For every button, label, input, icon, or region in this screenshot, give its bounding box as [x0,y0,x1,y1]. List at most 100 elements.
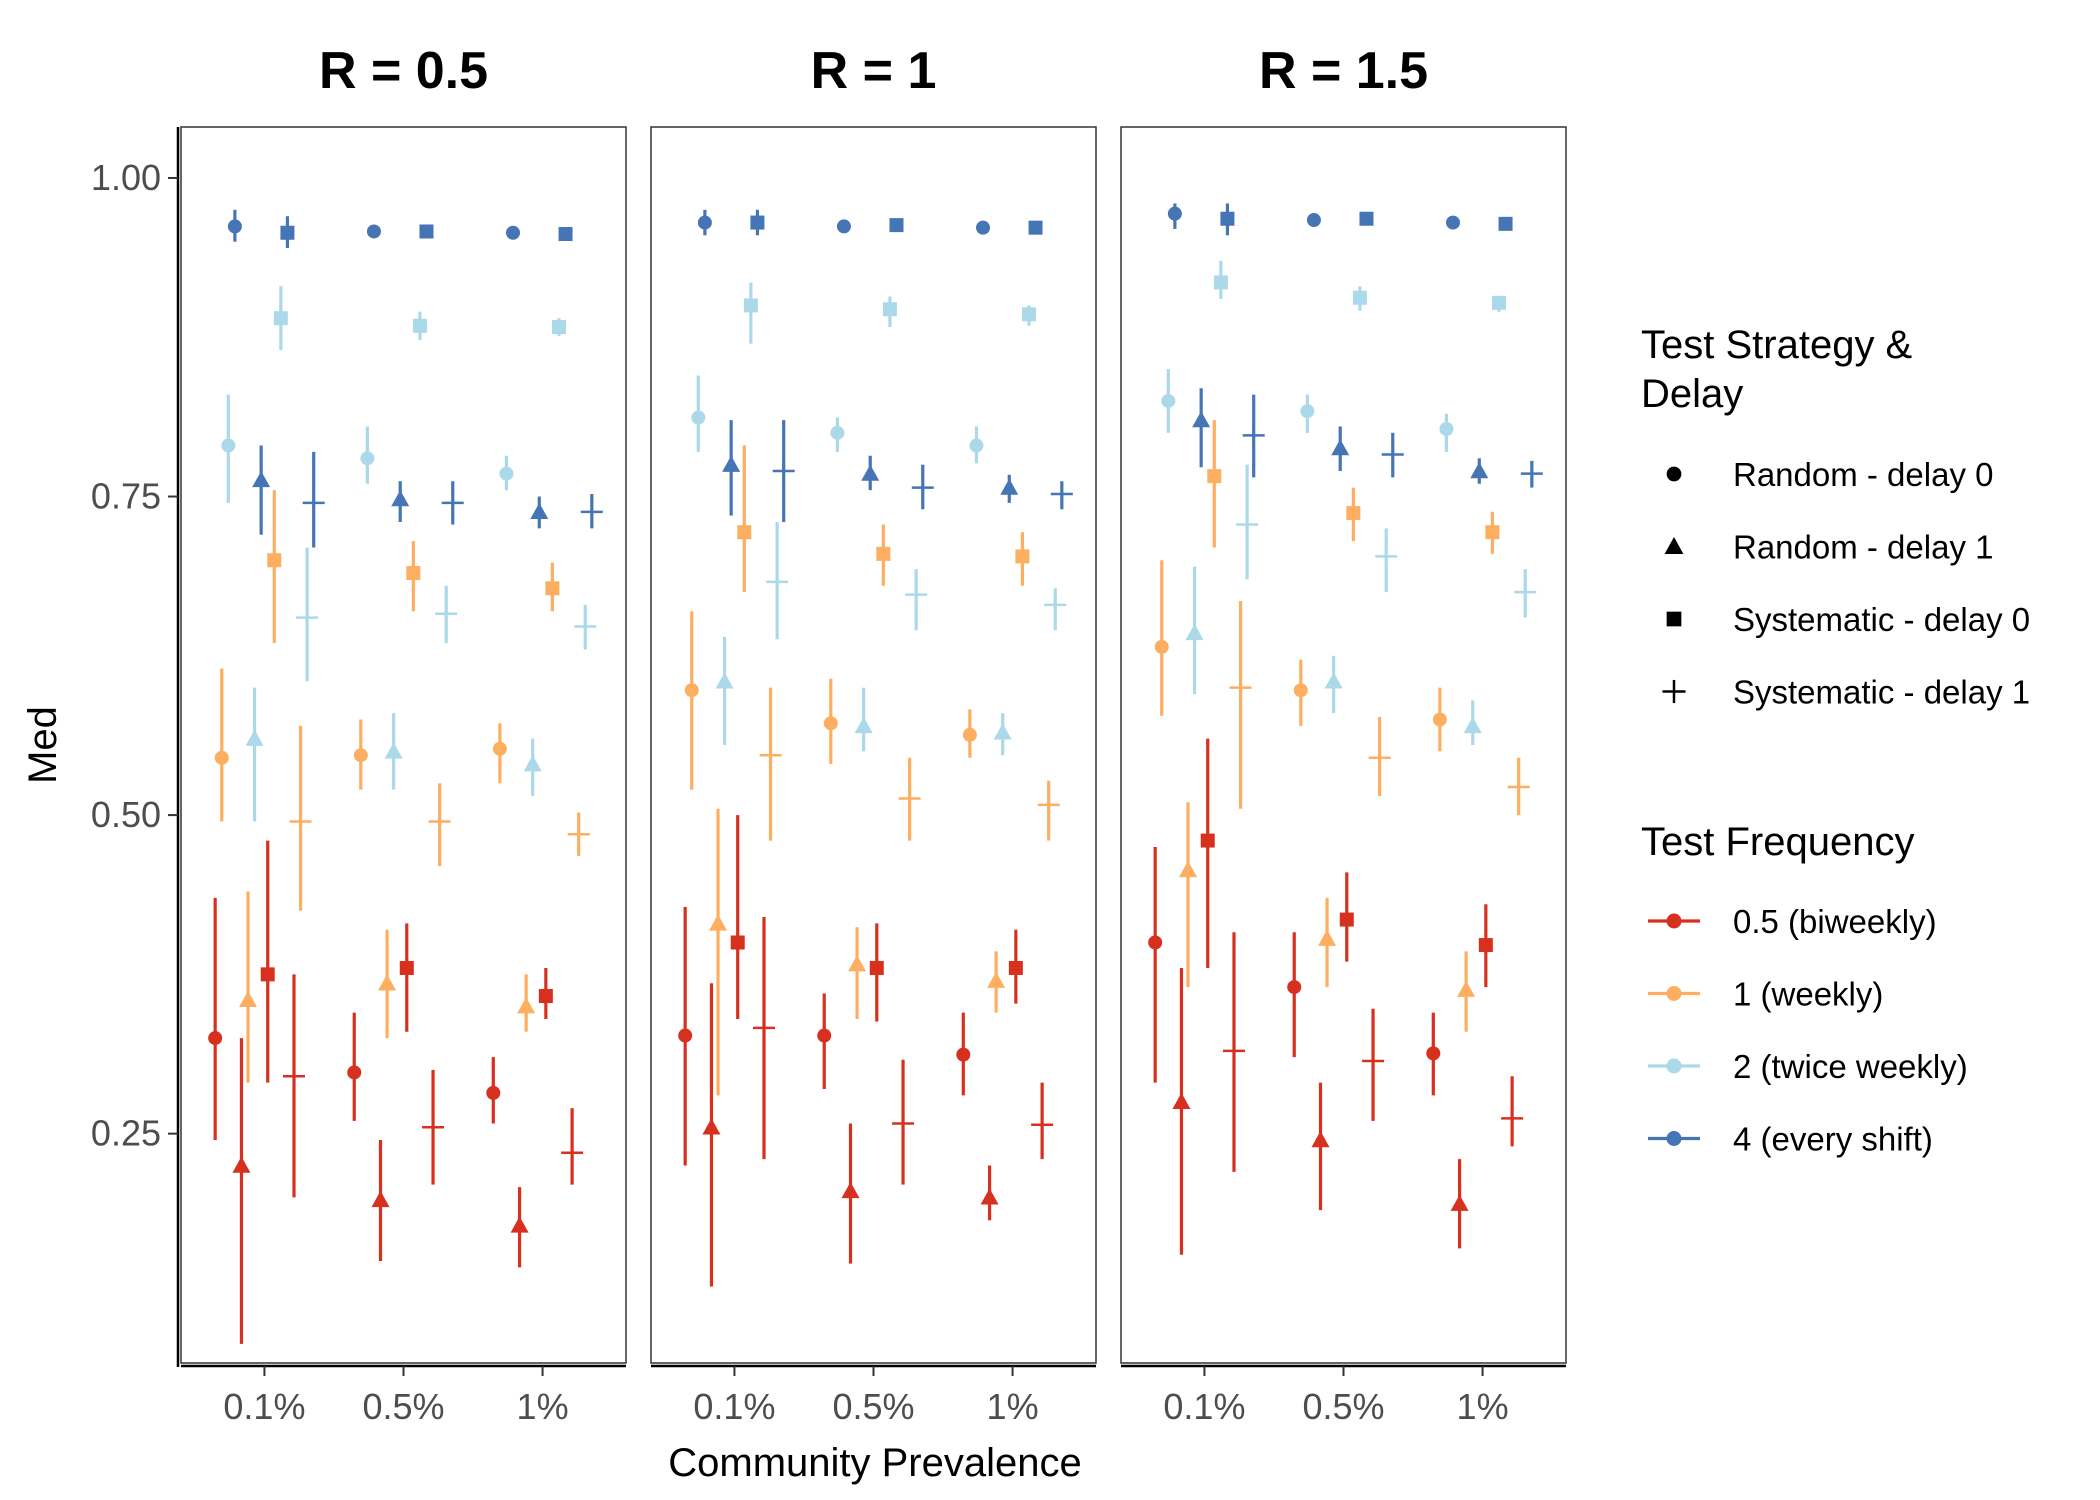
data-point [1008,960,1023,975]
facet-panel: R = 0.5 0.1% 0.5% 1% [180,42,627,1427]
category-group [678,209,795,1287]
panel-border [180,126,627,1364]
x-tick-label: 1% [1457,1386,1509,1427]
data-point [1432,712,1447,727]
data-point [378,974,397,991]
x-tick-label: 1% [987,1386,1039,1427]
data-point [412,318,427,333]
triangle-legend-key [1664,537,1684,555]
data-point [737,525,752,540]
facet-panel: R = 1.5 0.1% 0.5% 1% [1120,42,1567,1427]
panel-border [650,126,1097,1364]
data-point [722,455,741,472]
legend-test-frequency: Test Frequency 0.5 (biweekly) 1 (weekly) 2 … [1641,820,1968,1158]
data-point [1154,639,1169,654]
data-point [1463,716,1482,734]
legend-item-frequency: 4 (every shift) [1648,1121,1933,1158]
data-point [347,1065,362,1080]
data-point [1015,549,1030,564]
data-point [976,220,991,235]
data-point [1346,506,1361,521]
data-point [1485,525,1500,540]
data-point [1446,215,1461,230]
data-point [419,224,434,239]
data-point [208,1031,223,1046]
category-group [956,220,1073,1221]
data-point [399,960,414,975]
data-point [538,989,553,1004]
data-point [1028,220,1043,235]
data-point [882,302,897,317]
data-point [1000,478,1019,495]
data-point [1293,683,1308,698]
data-point [876,546,891,561]
data-point [558,227,573,242]
legend-title-line: Test Strategy & [1641,323,1913,367]
category-group [1426,215,1543,1249]
category-group [208,209,325,1344]
data-point [1213,275,1228,290]
data-point [245,729,264,746]
data-point [214,750,229,765]
data-point [506,225,521,240]
y-tick-label: 1.00 [91,157,161,198]
data-point [1311,1131,1330,1148]
legend-item-frequency: 0.5 (biweekly) [1648,903,1937,940]
legend-item-strategy: Random - delay 1 [1664,529,1993,566]
x-tick-label: 0.1% [1163,1386,1245,1427]
data-point [267,553,282,568]
facet-panel: R = 1 0.1% 0.5% 1% [650,42,1097,1427]
data-point [1324,672,1343,689]
facet-panels: R = 0.5 0.1% 0.5% 1% R = 1 0.1% 0.5% 1% R = 1.5 0… [180,42,1567,1427]
facet-title: R = 0.5 [319,42,488,100]
data-point [889,218,904,233]
legend-label: 4 (every shift) [1733,1121,1933,1158]
data-point [499,466,514,481]
square-legend-key [1666,611,1682,627]
legend-item-strategy: Systematic - delay 1 [1662,674,2030,711]
legend-title: Test Frequency [1641,820,1914,864]
data-point [1439,421,1454,436]
data-point [1287,980,1302,995]
facet-title: R = 1 [811,42,937,100]
legend-label: 1 (weekly) [1733,976,1883,1013]
category-group [347,224,464,1262]
data-point [1491,295,1506,310]
data-point [1021,307,1036,322]
y-axis-title: Med [21,706,65,784]
data-point [1331,439,1350,456]
data-point [1220,211,1235,226]
data-point [1478,938,1493,953]
data-point [486,1085,501,1100]
data-point [227,219,242,234]
legend-item-frequency: 1 (weekly) [1648,976,1883,1013]
data-point [252,470,271,488]
data-point [239,990,258,1008]
data-point [1300,404,1315,419]
data-point [530,502,549,520]
y-tick-label: 0.50 [91,794,161,835]
facet-title: R = 1.5 [1259,42,1428,100]
panel-border [1120,126,1567,1364]
legend-label: 2 (twice weekly) [1733,1048,1968,1085]
data-point [1359,211,1374,226]
category-group [1148,203,1265,1255]
data-point [1318,929,1337,946]
x-tick-label: 1% [517,1386,569,1427]
y-tick-label: 0.25 [91,1113,161,1154]
data-point [861,464,880,481]
data-point [678,1028,693,1043]
legend-label: Systematic - delay 0 [1733,601,2030,638]
data-point [1457,980,1476,997]
legend-point-key [1666,986,1682,1001]
legend-point-key [1666,1131,1682,1146]
data-point [1339,912,1354,927]
data-point [1185,623,1204,641]
data-point [1167,206,1182,221]
data-point [1161,393,1176,408]
legend-title-line: Delay [1641,372,1743,416]
data-point [1207,469,1222,484]
legend-item-strategy: Random - delay 0 [1666,456,1993,493]
data-point [1306,213,1321,228]
data-point [232,1156,251,1173]
